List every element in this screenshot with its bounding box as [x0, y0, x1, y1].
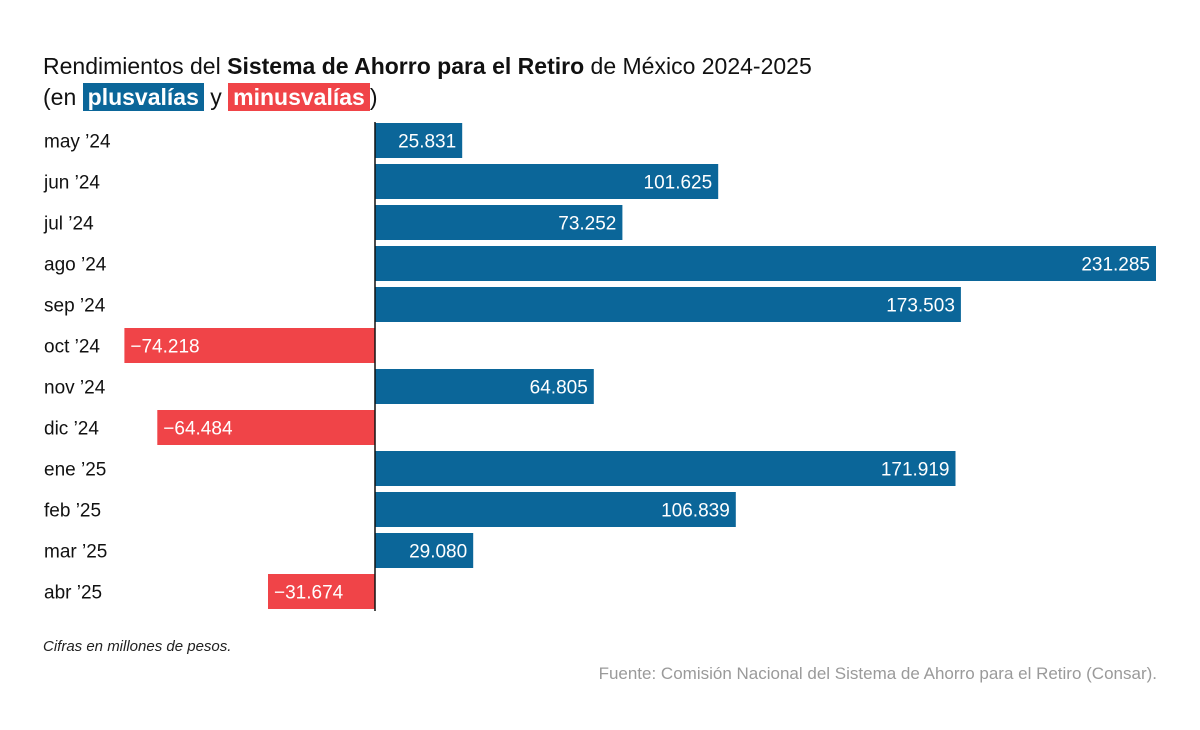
value-label-7: −64.484 — [163, 419, 233, 440]
bar-4 — [375, 287, 961, 322]
category-label-6: nov ’24 — [44, 378, 106, 399]
bar-8 — [375, 451, 956, 486]
chart-title: Rendimientos del Sistema de Ahorro para … — [43, 50, 812, 82]
category-label-4: sep ’24 — [44, 296, 106, 317]
value-label-5: −74.218 — [130, 337, 199, 358]
category-label-5: oct ’24 — [44, 337, 100, 358]
value-label-10: 29.080 — [409, 542, 467, 563]
value-label-3: 231.285 — [1081, 255, 1150, 276]
value-label-0: 25.831 — [398, 132, 456, 153]
title-suffix: de México 2024-2025 — [584, 53, 812, 79]
subtitle-open: (en — [43, 84, 83, 110]
value-label-8: 171.919 — [881, 460, 950, 481]
category-label-7: dic ’24 — [44, 419, 99, 440]
value-label-9: 106.839 — [661, 501, 730, 522]
category-label-3: ago ’24 — [44, 255, 107, 276]
category-label-9: feb ’25 — [44, 501, 101, 522]
bar-6 — [375, 369, 594, 404]
bar-0 — [375, 123, 463, 158]
bar-1 — [375, 164, 719, 199]
category-label-1: jun ’24 — [43, 173, 100, 194]
bar-9 — [375, 492, 736, 527]
bar-5 — [124, 328, 376, 363]
bar-3 — [375, 246, 1156, 281]
value-label-4: 173.503 — [886, 296, 955, 317]
value-label-6: 64.805 — [530, 378, 588, 399]
legend-negative-chip: minusvalías — [228, 83, 370, 111]
subtitle-mid: y — [203, 84, 229, 110]
bar-10 — [375, 533, 474, 568]
category-label-8: ene ’25 — [44, 460, 106, 481]
title-bold: Sistema de Ahorro para el Retiro — [227, 53, 585, 79]
subtitle-close: ) — [369, 84, 378, 110]
value-label-1: 101.625 — [644, 173, 713, 194]
category-label-2: jul ’24 — [43, 214, 94, 235]
chart-subtitle: (en plusvalías y minusvalías) — [43, 81, 378, 113]
bar-7 — [157, 410, 375, 445]
legend-positive-chip: plusvalías — [82, 83, 204, 111]
bar-11 — [268, 574, 375, 609]
category-label-0: may ’24 — [44, 132, 111, 153]
bar-2 — [375, 205, 623, 240]
category-label-10: mar ’25 — [44, 542, 107, 563]
value-label-11: −31.674 — [274, 583, 344, 604]
title-prefix: Rendimientos del — [43, 53, 228, 79]
category-label-11: abr ’25 — [44, 583, 102, 604]
value-label-2: 73.252 — [558, 214, 616, 235]
source-credit: Fuente: Comisión Nacional del Sistema de… — [598, 664, 1157, 683]
units-note: Cifras en millones de pesos. — [43, 638, 232, 655]
